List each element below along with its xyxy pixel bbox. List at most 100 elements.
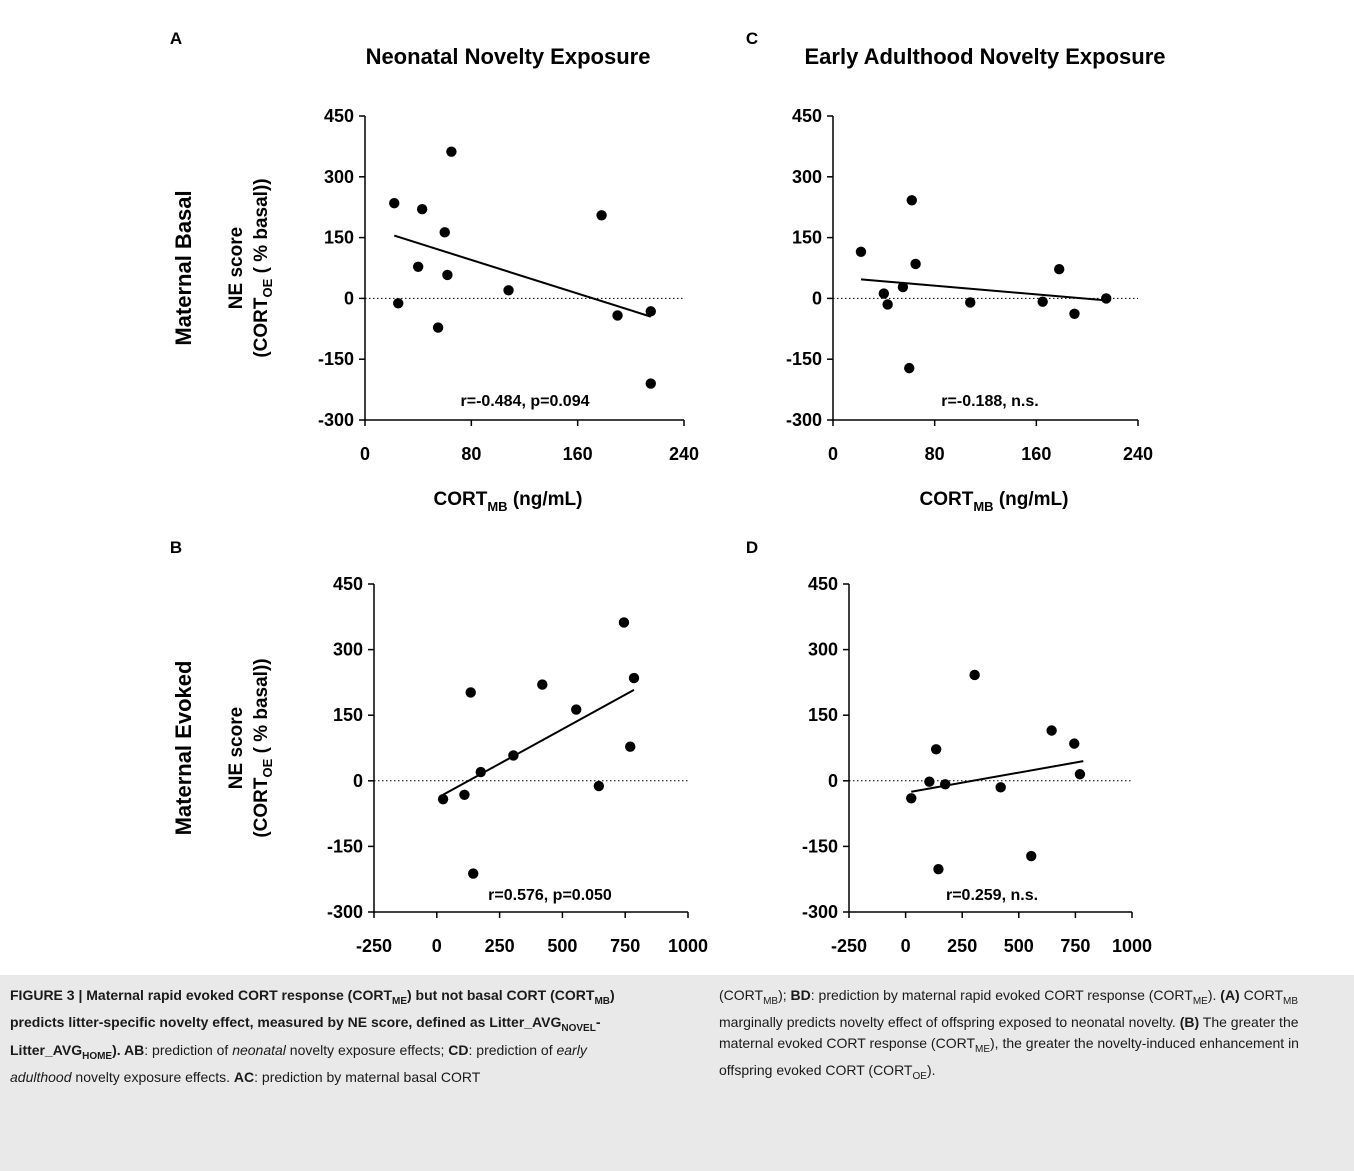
caption-subscript: NOVEL [561, 1023, 596, 1035]
y-tick-label: 0 [344, 288, 354, 308]
caption-subscript: OE [912, 1070, 927, 1082]
caption-text: novelty exposure effects; [285, 1041, 449, 1058]
scatter-panel-d: D-300-1500150300450-25002505007501000COR… [746, 538, 1152, 956]
y-tick-label: 150 [324, 228, 354, 248]
caption-subscript: MB [594, 995, 610, 1007]
regression-line [393, 234, 652, 318]
data-point [910, 258, 921, 270]
data-point [446, 146, 457, 157]
data-point [1069, 308, 1080, 320]
y-tick-label: 0 [828, 771, 838, 791]
caption-bold-text: ) predicts litter-specific novelty effec… [10, 987, 615, 1031]
caption-text: marginally predicts novelty effect of of… [719, 1014, 1180, 1031]
data-point [897, 281, 909, 293]
caption-bold-text: ). AB [112, 1041, 145, 1058]
y-tick-label: -300 [786, 410, 822, 430]
panel-letter: B [170, 538, 182, 557]
y-axis-label-line1: NE score [226, 707, 247, 789]
y-tick-label: 450 [324, 106, 354, 126]
data-point [1101, 293, 1112, 304]
data-point [596, 210, 607, 221]
y-axis-label-main: (CORT [251, 297, 272, 358]
data-point [628, 672, 640, 684]
y-axis-label-main: (CORT [251, 777, 272, 838]
regression-line [442, 688, 635, 796]
data-point [571, 704, 582, 715]
panel-title: Early Adulthood Novelty Exposure [804, 44, 1165, 69]
data-point [416, 204, 428, 215]
caption-bold-text: ) but not basal CORT (CORT [407, 987, 595, 1003]
data-point [468, 868, 479, 879]
panel-letter: A [170, 29, 182, 48]
data-point [1069, 738, 1080, 749]
data-point [439, 227, 450, 238]
row-label: Maternal Basal [171, 190, 196, 345]
data-point [906, 793, 917, 804]
y-tick-label: -300 [802, 902, 838, 922]
data-point [906, 195, 917, 206]
x-axis-label-subscript: MB [973, 499, 993, 514]
y-tick-label: 300 [808, 640, 838, 660]
y-tick-label: -150 [318, 349, 354, 369]
x-tick-label: 0 [360, 444, 370, 464]
data-point [437, 793, 449, 805]
y-tick-label: -300 [327, 902, 363, 922]
data-point [924, 776, 935, 787]
y-tick-label: 450 [792, 106, 822, 126]
y-axis-label-line2: (CORTOE ( % basal)) [251, 178, 275, 357]
y-tick-label: 300 [324, 167, 354, 187]
caption-subscript: ME [392, 995, 407, 1007]
data-point [645, 306, 656, 317]
x-tick-label: 500 [1004, 936, 1034, 956]
x-tick-label: 0 [432, 936, 442, 956]
x-tick-label: 750 [610, 936, 640, 956]
x-axis-label: CORTMB (ng/mL) [434, 489, 583, 514]
x-axis-label: CORTMB (ng/mL) [920, 489, 1069, 514]
row-label: Maternal Evoked [171, 661, 196, 836]
caption-text: : prediction by maternal basal CORT [254, 1068, 481, 1085]
data-point [904, 362, 915, 374]
data-point [1046, 725, 1057, 736]
caption-subscript: MB [1283, 995, 1299, 1007]
x-axis-label-main: CORT [920, 489, 974, 510]
data-point [1037, 296, 1048, 307]
y-tick-label: 450 [808, 574, 838, 594]
data-point [475, 766, 486, 778]
data-point [442, 269, 453, 281]
x-tick-label: -250 [356, 936, 392, 956]
y-axis-label-subscript: OE [260, 758, 275, 777]
correlation-annotation: r=-0.188, n.s. [941, 393, 1038, 410]
caption-subscript: ME [975, 1043, 990, 1055]
data-point [882, 299, 893, 310]
caption-bold-text: CD [448, 1041, 469, 1058]
data-point [612, 310, 623, 321]
data-point [432, 322, 444, 333]
y-tick-label: 450 [333, 574, 363, 594]
data-point [1074, 769, 1086, 780]
x-tick-label: 80 [925, 444, 945, 464]
data-point [930, 744, 942, 755]
data-point [940, 779, 951, 790]
data-point [933, 863, 944, 875]
y-axis-label-line2: (CORTOE ( % basal)) [251, 658, 275, 837]
correlation-annotation: r=-0.484, p=0.094 [461, 393, 590, 410]
y-tick-label: 0 [353, 771, 363, 791]
y-axis-label-rest: ( % basal)) [251, 178, 272, 278]
data-point [645, 378, 656, 389]
caption-bold-text: BD [790, 987, 811, 1003]
y-tick-label: -150 [802, 836, 838, 856]
data-point [855, 246, 867, 257]
caption-subscript: MB [763, 995, 779, 1007]
figure-caption: FIGURE 3 | Maternal rapid evoked CORT re… [0, 975, 1354, 1171]
x-tick-label: 240 [1123, 444, 1153, 464]
data-point [537, 679, 548, 690]
x-tick-label: 160 [563, 444, 593, 464]
scatter-panel-c: C Early Adulthood Novelty Exposure -300 -15… [746, 29, 1166, 514]
caption-text: (CORT [719, 987, 764, 1003]
data-point [1054, 264, 1065, 275]
data-point [389, 197, 400, 209]
caption-bold-text: (B) [1179, 1014, 1200, 1031]
data-point [459, 789, 470, 800]
data-point [412, 261, 424, 272]
x-axis-label-main: CORT [434, 489, 488, 510]
